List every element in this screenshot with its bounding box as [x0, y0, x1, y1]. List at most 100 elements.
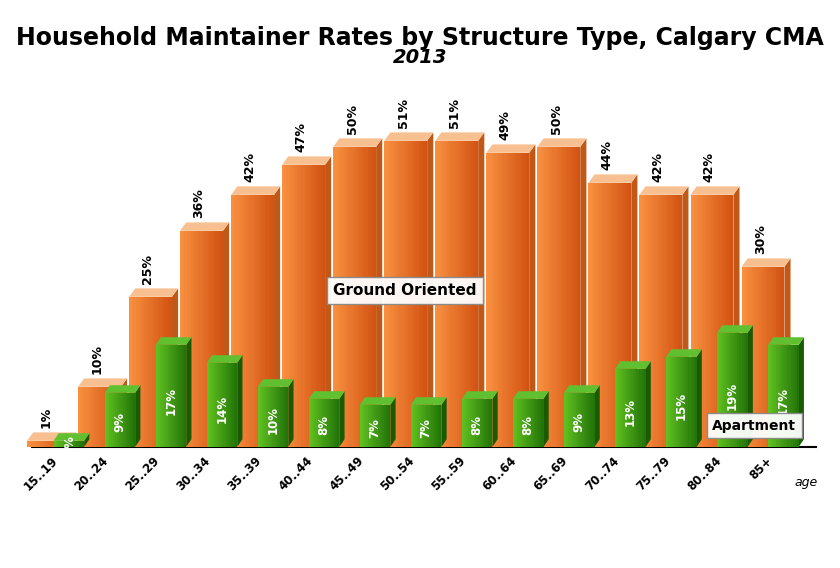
Bar [134, 393, 135, 447]
Bar [115, 393, 117, 447]
Bar [227, 363, 229, 447]
Bar [768, 345, 770, 447]
Text: 10%: 10% [91, 344, 103, 374]
Bar [767, 267, 769, 447]
Bar [54, 441, 55, 447]
Bar [264, 387, 266, 447]
Bar [82, 441, 84, 447]
Bar [607, 183, 610, 447]
Bar [418, 141, 421, 447]
Bar [35, 441, 38, 447]
Bar [564, 393, 566, 447]
Bar [542, 147, 543, 447]
Bar [742, 267, 785, 447]
Bar [423, 141, 425, 447]
Bar [464, 399, 466, 447]
Bar [323, 165, 325, 447]
Bar [217, 231, 218, 447]
Bar [82, 387, 85, 447]
Bar [325, 399, 327, 447]
Bar [761, 267, 763, 447]
Bar [225, 363, 227, 447]
Polygon shape [748, 325, 753, 447]
Bar [790, 345, 793, 447]
Bar [717, 195, 718, 447]
Polygon shape [231, 186, 281, 195]
Bar [189, 231, 191, 447]
Polygon shape [564, 385, 600, 393]
Bar [568, 393, 570, 447]
Bar [776, 345, 779, 447]
Bar [646, 195, 648, 447]
Bar [335, 147, 338, 447]
Bar [346, 147, 349, 447]
Bar [284, 387, 286, 447]
Bar [55, 441, 58, 447]
Bar [64, 441, 66, 447]
Bar [742, 333, 743, 447]
Text: 19%: 19% [726, 382, 739, 410]
Bar [60, 441, 61, 447]
Bar [754, 267, 757, 447]
Bar [129, 297, 131, 447]
Bar [493, 153, 495, 447]
Text: 15%: 15% [675, 392, 688, 420]
Bar [389, 141, 391, 447]
Polygon shape [682, 186, 689, 447]
Text: 8%: 8% [522, 415, 535, 435]
Bar [338, 147, 339, 447]
Bar [654, 195, 657, 447]
Text: 50..54: 50..54 [379, 454, 417, 493]
Bar [160, 345, 162, 447]
Bar [266, 387, 268, 447]
Bar [182, 345, 184, 447]
Bar [295, 165, 297, 447]
Polygon shape [172, 289, 178, 447]
Text: 15..19: 15..19 [21, 454, 60, 493]
Bar [776, 267, 778, 447]
Bar [402, 141, 403, 447]
Bar [444, 141, 446, 447]
Bar [123, 393, 125, 447]
Bar [774, 267, 776, 447]
Bar [668, 357, 670, 447]
Bar [213, 363, 215, 447]
Bar [491, 399, 492, 447]
Bar [45, 441, 46, 447]
Bar [208, 231, 210, 447]
Polygon shape [411, 397, 447, 405]
Bar [727, 195, 729, 447]
Bar [155, 297, 157, 447]
Bar [376, 405, 378, 447]
Text: 44%: 44% [601, 140, 614, 170]
Bar [105, 393, 107, 447]
Bar [782, 267, 785, 447]
Bar [676, 357, 678, 447]
Bar [114, 387, 117, 447]
Bar [411, 405, 412, 447]
Bar [779, 345, 780, 447]
Bar [310, 165, 312, 447]
Text: age: age [795, 475, 818, 488]
Bar [93, 387, 95, 447]
Bar [795, 345, 796, 447]
Bar [589, 183, 632, 447]
Bar [695, 195, 697, 447]
Bar [623, 369, 625, 447]
Bar [312, 165, 314, 447]
Text: Ground Oriented: Ground Oriented [333, 283, 476, 298]
Bar [303, 165, 306, 447]
Bar [417, 405, 419, 447]
Polygon shape [155, 337, 192, 345]
Bar [139, 297, 142, 447]
Bar [729, 195, 732, 447]
Bar [723, 333, 725, 447]
Bar [629, 183, 632, 447]
Bar [368, 147, 370, 447]
Bar [576, 393, 578, 447]
Bar [428, 405, 429, 447]
Text: 51%: 51% [448, 98, 460, 128]
Bar [150, 297, 153, 447]
Bar [513, 399, 515, 447]
Bar [521, 399, 523, 447]
